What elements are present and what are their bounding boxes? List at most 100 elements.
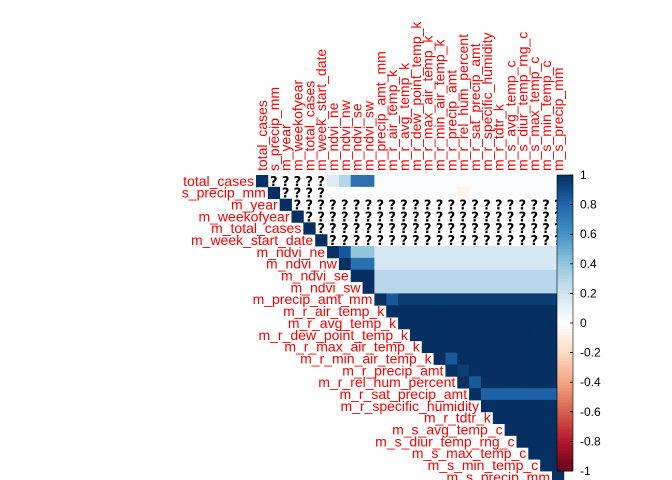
heatmap-cell bbox=[480, 317, 494, 330]
colorbar-segment bbox=[557, 399, 573, 404]
na-marker: ? bbox=[306, 187, 314, 202]
column-label: m_weekofyear bbox=[289, 80, 305, 171]
heatmap-cell bbox=[528, 388, 541, 401]
heatmap-cell bbox=[445, 328, 458, 342]
row-label: m_precip_amt_mm bbox=[253, 291, 373, 307]
heatmap-cell bbox=[445, 281, 458, 294]
colorbar-segment bbox=[557, 287, 573, 291]
colorbar-segment bbox=[557, 302, 573, 306]
row-label: m_r_precip_amt bbox=[342, 362, 443, 378]
na-marker: ? bbox=[377, 234, 385, 249]
na-marker: ? bbox=[317, 222, 325, 237]
heatmap-cell bbox=[540, 293, 553, 306]
row-label: m_s_max_temp_c bbox=[412, 445, 526, 461]
heatmap-cell bbox=[504, 257, 517, 271]
na-marker: ? bbox=[495, 222, 503, 237]
heatmap-cell bbox=[480, 281, 494, 294]
heatmap-cell bbox=[540, 447, 553, 460]
heatmap-cell bbox=[433, 340, 446, 353]
heatmap-cell bbox=[480, 305, 494, 318]
heatmap-cell bbox=[492, 399, 506, 413]
colorbar-segment bbox=[557, 201, 573, 206]
heatmap-cell bbox=[445, 246, 458, 259]
colorbar-segment bbox=[557, 195, 573, 200]
colorbar-segment bbox=[557, 207, 573, 212]
heatmap-cell bbox=[469, 376, 482, 389]
heatmap-cell bbox=[492, 340, 506, 353]
column-label: m_r_air_temp_k bbox=[384, 69, 400, 171]
colorbar-segment bbox=[557, 290, 573, 294]
heatmap-cells bbox=[256, 175, 565, 480]
colorbar-segment bbox=[557, 328, 573, 333]
heatmap-cell bbox=[433, 293, 446, 306]
heatmap-cell bbox=[480, 186, 494, 200]
heatmap-cell bbox=[528, 175, 541, 188]
heatmap-cell bbox=[374, 293, 387, 306]
heatmap-cell bbox=[457, 175, 470, 188]
colorbar-segment bbox=[557, 192, 573, 197]
na-marker: ? bbox=[424, 199, 432, 214]
heatmap-cell bbox=[386, 305, 399, 318]
na-marker: ? bbox=[341, 234, 349, 249]
na-marker: ? bbox=[400, 210, 408, 225]
na-marker: ? bbox=[282, 187, 290, 202]
na-marker: ? bbox=[294, 199, 302, 214]
colorbar-segment bbox=[557, 367, 573, 371]
heatmap-cell bbox=[409, 328, 423, 342]
na-marker: ? bbox=[388, 222, 396, 237]
colorbar-segment bbox=[557, 323, 573, 327]
colorbar-segment bbox=[557, 266, 573, 271]
na-marker: ? bbox=[519, 222, 527, 237]
heatmap-cell bbox=[540, 376, 553, 389]
colorbar-segment bbox=[557, 438, 573, 442]
na-marker: ? bbox=[400, 234, 408, 249]
heatmap-cell bbox=[480, 269, 494, 282]
heatmap-cell bbox=[433, 281, 446, 294]
colorbar-segment bbox=[557, 263, 573, 268]
heatmap-cell bbox=[516, 305, 529, 318]
heatmap-cell bbox=[480, 175, 494, 188]
heatmap-cell bbox=[362, 246, 375, 259]
na-marker: ? bbox=[377, 199, 385, 214]
colorbar-segment bbox=[557, 385, 573, 389]
colorbar-segment bbox=[557, 426, 573, 431]
heatmap-cell bbox=[267, 186, 281, 200]
na-markers: ????????????????????????????????????????… bbox=[270, 175, 562, 249]
heatmap-cell bbox=[445, 175, 458, 188]
colorbar-segment bbox=[557, 311, 573, 315]
column-label: m_r_specific_humidity bbox=[479, 33, 495, 172]
heatmap-cell bbox=[374, 246, 387, 259]
heatmap-cell bbox=[480, 388, 494, 401]
colorbar-segment bbox=[557, 394, 573, 398]
colorbar-segment bbox=[557, 222, 573, 226]
colorbar-segment bbox=[557, 299, 573, 303]
heatmap-cell bbox=[528, 435, 541, 448]
colorbar-segment bbox=[557, 429, 573, 434]
na-marker: ? bbox=[507, 222, 515, 237]
heatmap-cell bbox=[338, 257, 352, 271]
colorbar-segment bbox=[557, 254, 573, 259]
heatmap-cell bbox=[528, 293, 541, 306]
heatmap-cell bbox=[540, 328, 553, 342]
na-marker: ? bbox=[353, 222, 361, 237]
heatmap-cell bbox=[516, 281, 529, 294]
heatmap-cell bbox=[398, 186, 411, 200]
heatmap-cell bbox=[540, 340, 553, 353]
heatmap-cell bbox=[469, 340, 482, 353]
colorbar-segment bbox=[557, 331, 573, 336]
heatmap-cell bbox=[398, 281, 411, 294]
heatmap-cell bbox=[445, 364, 458, 377]
heatmap-cell bbox=[469, 257, 482, 271]
heatmap-cell bbox=[445, 293, 458, 306]
heatmap-cell bbox=[528, 399, 541, 413]
na-marker: ? bbox=[495, 234, 503, 249]
heatmap-cell bbox=[386, 293, 399, 306]
heatmap-cell bbox=[540, 175, 553, 188]
heatmap-cell bbox=[469, 269, 482, 282]
heatmap-cell bbox=[552, 471, 565, 480]
colorbar-segment bbox=[557, 320, 573, 324]
heatmap-cell bbox=[433, 246, 446, 259]
row-label: m_week_start_date bbox=[191, 232, 313, 248]
na-marker: ? bbox=[471, 234, 479, 249]
